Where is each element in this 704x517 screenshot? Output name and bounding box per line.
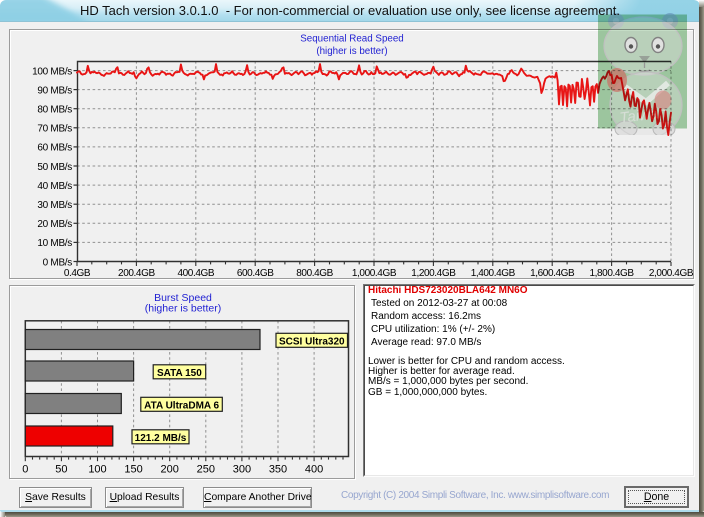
svg-text:40 MB/s: 40 MB/s [37,181,72,192]
svg-text:1,600.4GB: 1,600.4GB [530,268,575,279]
svg-text:(higher is better): (higher is better) [145,303,221,315]
svg-text:Taiwan: Taiwan [619,104,668,127]
svg-text:400: 400 [305,464,323,476]
svg-text:30 MB/s: 30 MB/s [37,200,72,211]
svg-text:600.4GB: 600.4GB [237,268,274,279]
svg-text:300: 300 [233,464,251,476]
svg-text:100 MB/s: 100 MB/s [32,66,72,77]
svg-text:200.4GB: 200.4GB [118,268,155,279]
svg-text:0 MB/s: 0 MB/s [43,257,73,268]
svg-text:400.4GB: 400.4GB [177,268,214,279]
svg-text:0.4GB: 0.4GB [64,268,91,279]
svg-text:150: 150 [124,464,142,476]
svg-text:SATA 150: SATA 150 [157,368,202,379]
svg-text:50: 50 [55,464,67,476]
svg-text:2,000.4GB: 2,000.4GB [649,268,694,279]
svg-text:50 MB/s: 50 MB/s [37,162,72,173]
svg-text:350: 350 [269,464,287,476]
svg-text:0: 0 [22,464,28,476]
svg-text:200: 200 [161,464,179,476]
svg-text:1,800.4GB: 1,800.4GB [589,268,634,279]
svg-text:121.2 MB/s: 121.2 MB/s [135,433,187,444]
svg-text:SCSI Ultra320: SCSI Ultra320 [279,336,345,347]
svg-text:10 MB/s: 10 MB/s [37,238,72,249]
svg-text:Burst Speed: Burst Speed [154,292,212,304]
svg-text:ATA UltraDMA 6: ATA UltraDMA 6 [144,400,219,411]
svg-text:80 MB/s: 80 MB/s [37,105,72,116]
svg-text:60 MB/s: 60 MB/s [37,143,72,154]
svg-text:90 MB/s: 90 MB/s [37,85,72,96]
svg-text:Sequential Read Speed: Sequential Read Speed [300,34,404,45]
svg-text:70 MB/s: 70 MB/s [37,124,72,135]
svg-text:1,400.4GB: 1,400.4GB [471,268,516,279]
svg-text:100: 100 [88,464,106,476]
svg-text:250: 250 [197,464,215,476]
svg-text:(higher is better): (higher is better) [316,46,387,57]
svg-text:20 MB/s: 20 MB/s [37,219,72,230]
svg-text:800.4GB: 800.4GB [296,268,333,279]
svg-text:1,000.4GB: 1,000.4GB [352,268,397,279]
svg-text:1,200.4GB: 1,200.4GB [411,268,456,279]
